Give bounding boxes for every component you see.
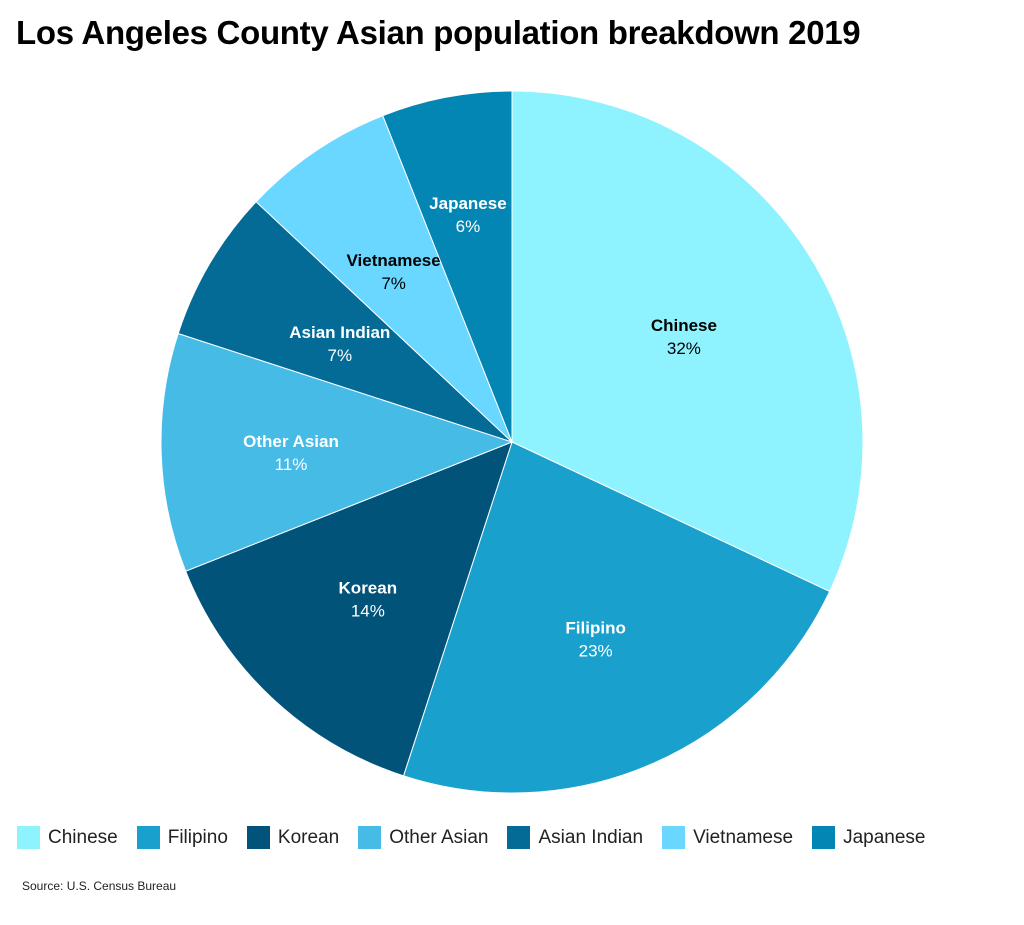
legend-swatch [17, 826, 40, 849]
legend-label: Filipino [167, 826, 228, 848]
slice-value-label: 6% [456, 217, 481, 236]
chart-title: Los Angeles County Asian population brea… [16, 14, 861, 51]
legend-item: Chinese [17, 826, 118, 849]
legend-label: Korean [277, 826, 340, 848]
legend-label: Vietnamese [693, 826, 794, 848]
pie-slice-chinese [511, 90, 864, 593]
slice-label: Other Asian [243, 432, 339, 451]
legend-swatch [358, 826, 382, 849]
legend-swatch [136, 826, 160, 849]
pie-slice-korean [184, 441, 513, 777]
slice-label: Korean [339, 579, 398, 598]
slice-value-label: 7% [381, 274, 406, 293]
slice-label: Japanese [429, 194, 507, 213]
pie-slice-filipino [402, 441, 831, 794]
slice-value-label: 14% [351, 602, 385, 621]
slice-value-label: 32% [667, 339, 701, 358]
legend-label: Other Asian [389, 826, 489, 848]
slice-value-label: 23% [579, 641, 613, 660]
legend: Chinese Filipino Korean Other Asian Asian In… [17, 826, 944, 849]
pie-chart: Chinese 32% Filipino 23% Korean 14% Other Asia… [160, 90, 864, 794]
legend-item: Other Asian [358, 826, 488, 849]
slice-value-label: 11% [275, 455, 308, 474]
legend-label: Asian Indian [538, 826, 644, 848]
legend-item: Asian Indian [507, 826, 643, 849]
pie-slice-japanese [382, 90, 513, 443]
slice-label: Filipino [565, 618, 625, 637]
legend-item: Korean [246, 826, 340, 849]
legend-swatch [507, 826, 531, 849]
legend-item: Japanese [812, 826, 925, 849]
legend-item: Vietnamese [662, 826, 793, 849]
slice-label: Asian Indian [289, 323, 390, 342]
legend-swatch [812, 826, 836, 849]
slice-value-label: 7% [328, 346, 353, 365]
pie-slice-asian-indian [177, 201, 513, 443]
slice-label: Chinese [651, 316, 717, 335]
legend-label: Japanese [843, 826, 926, 848]
pie-slice-vietnamese [255, 114, 513, 443]
legend-label: Chinese [48, 826, 118, 848]
legend-swatch [662, 826, 686, 849]
legend-item: Filipino [136, 826, 228, 849]
legend-swatch [246, 826, 270, 849]
slice-label: Vietnamese [347, 251, 441, 270]
pie-slice-other-asian [160, 332, 514, 572]
source-note: Source: U.S. Census Bureau [22, 879, 177, 893]
